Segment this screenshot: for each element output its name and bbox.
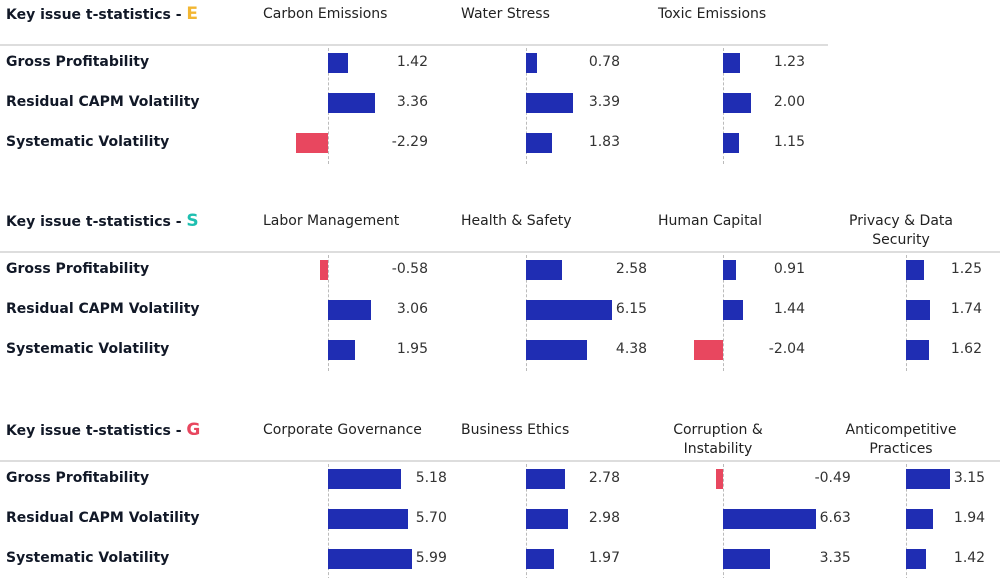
bar bbox=[723, 260, 736, 280]
value-label: 1.83 bbox=[588, 134, 620, 150]
bar bbox=[328, 469, 401, 489]
bar bbox=[906, 300, 931, 320]
bar bbox=[723, 509, 816, 529]
value-label: 3.15 bbox=[953, 470, 986, 486]
column-header: Carbon Emissions bbox=[263, 6, 388, 22]
column-header: Human Capital bbox=[658, 213, 763, 229]
value-label: 1.44 bbox=[773, 301, 805, 317]
bar bbox=[328, 509, 408, 529]
value-label: 1.74 bbox=[950, 301, 982, 317]
bar bbox=[723, 53, 741, 73]
bar bbox=[906, 509, 934, 529]
bar bbox=[526, 300, 613, 320]
value-label: -2.29 bbox=[391, 134, 428, 150]
value-label: 3.36 bbox=[396, 94, 428, 110]
value-label: 1.23 bbox=[773, 54, 805, 70]
row-label: Systematic Volatility bbox=[6, 134, 170, 150]
bar bbox=[716, 469, 723, 489]
value-label: 6.63 bbox=[819, 510, 851, 526]
bar bbox=[723, 549, 770, 569]
value-label: 3.06 bbox=[396, 301, 428, 317]
value-label: 1.62 bbox=[950, 341, 982, 357]
bar bbox=[723, 133, 740, 153]
column-header: Anticompetitive Practices bbox=[845, 422, 957, 457]
value-label: 1.94 bbox=[953, 510, 986, 526]
title-highlight: G bbox=[186, 420, 201, 440]
value-label: 5.18 bbox=[415, 470, 447, 486]
bar bbox=[526, 469, 565, 489]
column-header: Health & Safety bbox=[461, 213, 572, 229]
value-label: 0.78 bbox=[588, 54, 620, 70]
bar bbox=[328, 340, 356, 360]
row-label: Residual CAPM Volatility bbox=[6, 301, 200, 317]
value-label: 2.58 bbox=[615, 261, 648, 277]
value-label: 4.38 bbox=[615, 341, 648, 357]
bar bbox=[526, 53, 537, 73]
bar bbox=[328, 300, 371, 320]
bar bbox=[526, 549, 554, 569]
value-label: 1.95 bbox=[396, 341, 428, 357]
value-label: 6.15 bbox=[615, 301, 648, 317]
value-label: 1.42 bbox=[396, 54, 428, 70]
value-label: -2.04 bbox=[768, 341, 805, 357]
value-label: 1.97 bbox=[588, 550, 620, 566]
bar bbox=[526, 260, 563, 280]
header-rule bbox=[0, 44, 828, 46]
row-label: Residual CAPM Volatility bbox=[6, 510, 200, 526]
value-label: 1.42 bbox=[953, 550, 986, 566]
value-label: 0.91 bbox=[773, 261, 805, 277]
value-label: 2.98 bbox=[588, 510, 620, 526]
title-highlight: S bbox=[186, 211, 199, 231]
header-rule bbox=[0, 251, 1000, 253]
panel-title: Key issue t-statistics - S bbox=[6, 211, 199, 231]
column-header: Toxic Emissions bbox=[658, 6, 767, 22]
bar bbox=[526, 509, 568, 529]
value-label: 2.78 bbox=[588, 470, 620, 486]
bar bbox=[723, 93, 751, 113]
bar bbox=[328, 549, 412, 569]
panel-title: Key issue t-statistics - E bbox=[6, 4, 199, 24]
bar bbox=[906, 260, 924, 280]
column-header: Privacy & Data Security bbox=[849, 213, 953, 248]
panel-title: Key issue t-statistics - G bbox=[6, 420, 201, 440]
column-header: Water Stress bbox=[461, 6, 550, 22]
bar bbox=[723, 300, 744, 320]
value-label: -0.49 bbox=[814, 470, 851, 486]
row-label: Residual CAPM Volatility bbox=[6, 94, 200, 110]
value-label: 1.15 bbox=[773, 134, 805, 150]
row-label: Gross Profitability bbox=[6, 261, 150, 277]
value-label: 2.00 bbox=[773, 94, 805, 110]
value-label: -0.58 bbox=[391, 261, 428, 277]
column-header: Corruption & Instability bbox=[673, 422, 763, 457]
title-highlight: E bbox=[186, 4, 199, 24]
column-header: Business Ethics bbox=[461, 422, 570, 438]
bar bbox=[526, 340, 588, 360]
value-label: 5.99 bbox=[415, 550, 447, 566]
value-label: 1.25 bbox=[950, 261, 982, 277]
bar bbox=[906, 340, 929, 360]
row-label: Gross Profitability bbox=[6, 470, 150, 486]
value-label: 3.35 bbox=[819, 550, 851, 566]
value-label: 5.70 bbox=[415, 510, 447, 526]
bar bbox=[526, 93, 574, 113]
value-label: 3.39 bbox=[588, 94, 620, 110]
bar bbox=[319, 260, 328, 280]
bar bbox=[906, 549, 926, 569]
row-label: Systematic Volatility bbox=[6, 550, 170, 566]
column-header: Corporate Governance bbox=[263, 422, 422, 438]
bar bbox=[295, 133, 328, 153]
row-label: Gross Profitability bbox=[6, 54, 150, 70]
bar bbox=[328, 93, 376, 113]
bar bbox=[526, 133, 552, 153]
row-label: Systematic Volatility bbox=[6, 341, 170, 357]
column-header: Labor Management bbox=[263, 213, 400, 229]
bar bbox=[694, 340, 723, 360]
bar bbox=[328, 53, 348, 73]
bar bbox=[906, 469, 951, 489]
header-rule bbox=[0, 460, 1000, 462]
